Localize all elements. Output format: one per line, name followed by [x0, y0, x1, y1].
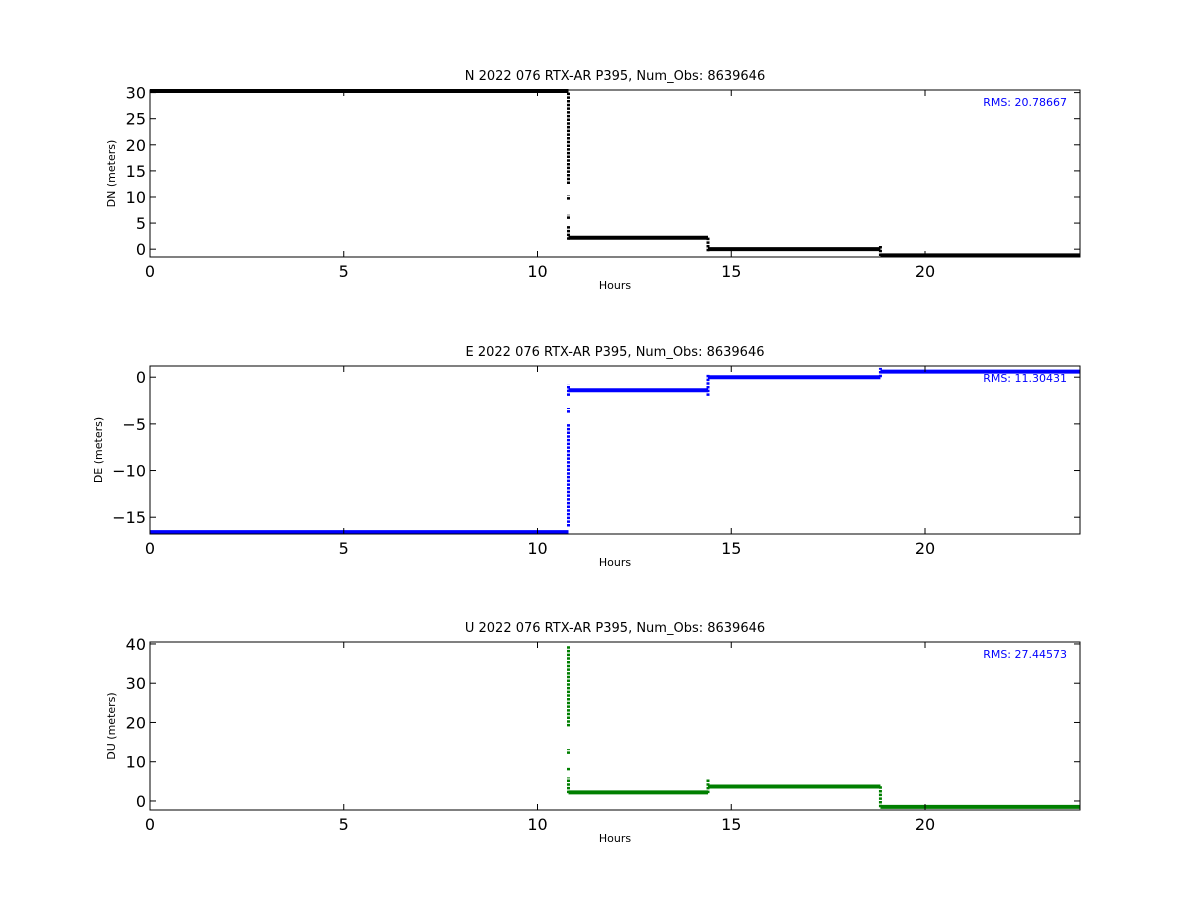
x-tick-label: 0 [145, 539, 155, 558]
y-axis-label: DN (meters) [105, 140, 118, 208]
x-axis-label: Hours [599, 832, 631, 845]
y-tick-label: 0 [136, 240, 146, 259]
rms-annotation: RMS: 20.78667 [983, 96, 1067, 109]
y-tick-label: 0 [136, 792, 146, 811]
panel-up: U 2022 076 RTX-AR P395, Num_Obs: 8639646… [105, 621, 1081, 845]
axes-frame [149, 89, 1081, 258]
rms-annotation: RMS: 27.44573 [983, 648, 1067, 661]
y-tick-label: 25 [126, 110, 146, 129]
panel-north: N 2022 076 RTX-AR P395, Num_Obs: 8639646… [105, 69, 1081, 292]
y-tick-label: 30 [126, 674, 146, 693]
y-tick-label: −15 [112, 508, 146, 527]
chart-title: N 2022 076 RTX-AR P395, Num_Obs: 8639646 [465, 69, 765, 84]
x-tick-label: 15 [721, 815, 741, 834]
x-tick-label: 20 [915, 262, 935, 281]
x-tick-label: 10 [527, 262, 547, 281]
x-tick-label: 15 [721, 539, 741, 558]
x-axis-label: Hours [599, 556, 631, 569]
y-tick-label: 20 [126, 136, 146, 155]
x-tick-label: 10 [527, 815, 547, 834]
y-tick-label: −5 [122, 415, 146, 434]
x-tick-label: 15 [721, 262, 741, 281]
x-tick-label: 0 [145, 815, 155, 834]
chart-title: U 2022 076 RTX-AR P395, Num_Obs: 8639646 [465, 621, 765, 636]
x-tick-label: 5 [339, 815, 349, 834]
y-tick-label: 10 [126, 188, 146, 207]
y-tick-label: 10 [126, 753, 146, 772]
y-axis-label: DE (meters) [92, 417, 105, 483]
axes-frame [149, 365, 1081, 535]
x-tick-label: 0 [145, 262, 155, 281]
axes-frame [149, 641, 1081, 811]
y-tick-label: 5 [136, 214, 146, 233]
y-tick-label: 40 [126, 635, 146, 654]
panel-east: E 2022 076 RTX-AR P395, Num_Obs: 8639646… [92, 345, 1081, 569]
x-tick-label: 20 [915, 539, 935, 558]
y-axis-label: DU (meters) [105, 692, 118, 759]
x-axis-label: Hours [599, 279, 631, 292]
x-tick-label: 20 [915, 815, 935, 834]
x-tick-label: 5 [339, 262, 349, 281]
x-tick-label: 5 [339, 539, 349, 558]
y-tick-label: −10 [112, 462, 146, 481]
y-tick-label: 0 [136, 368, 146, 387]
y-tick-label: 30 [126, 84, 146, 103]
x-tick-label: 10 [527, 539, 547, 558]
y-tick-label: 15 [126, 162, 146, 181]
y-tick-label: 20 [126, 713, 146, 732]
rms-annotation: RMS: 11.30431 [983, 372, 1067, 385]
chart-title: E 2022 076 RTX-AR P395, Num_Obs: 8639646 [466, 345, 765, 360]
